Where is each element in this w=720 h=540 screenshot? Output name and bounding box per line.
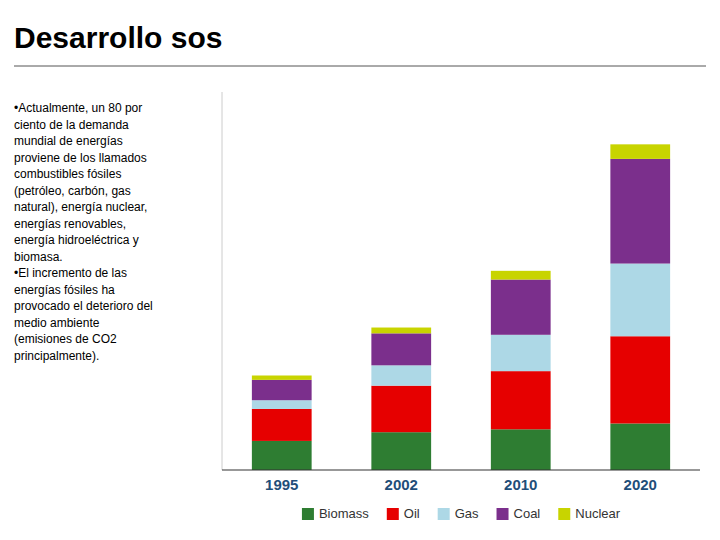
bar-segment — [371, 328, 431, 334]
bar-segment — [491, 335, 551, 371]
bar-segment — [610, 144, 670, 159]
bar-segment — [491, 271, 551, 280]
legend-swatch — [497, 508, 509, 520]
y-axis-line — [222, 92, 223, 470]
legend-item: Biomass — [302, 506, 369, 521]
bar-segment — [491, 371, 551, 429]
bar-segment — [491, 429, 551, 470]
bar-segment — [371, 365, 431, 385]
annotation: •Actualmente, un 80 porciento de la dema… — [14, 101, 153, 363]
legend-label: Nuclear — [575, 506, 620, 521]
legend-item: Oil — [387, 506, 420, 521]
bars — [252, 144, 670, 470]
legend-item: Nuclear — [558, 506, 620, 521]
legend-label: Oil — [404, 506, 420, 521]
bar-segment — [371, 333, 431, 365]
bar-segment — [491, 280, 551, 335]
x-tick-label: 2010 — [504, 476, 537, 493]
legend-swatch — [438, 508, 450, 520]
legend-swatch — [558, 508, 570, 520]
x-tick-label: 1995 — [265, 476, 298, 493]
x-axis-line — [222, 469, 700, 470]
x-tick-label: 2002 — [385, 476, 418, 493]
bar-segment — [252, 409, 312, 441]
bar-segment — [252, 441, 312, 470]
bar-segment — [252, 376, 312, 380]
legend-label: Biomass — [319, 506, 369, 521]
legend-label: Coal — [514, 506, 541, 521]
bar-segment — [610, 159, 670, 264]
bar-segment — [252, 380, 312, 400]
legend-label: Gas — [455, 506, 479, 521]
title: Desarrollo sos — [14, 21, 222, 54]
bar-segment — [371, 432, 431, 470]
bar-segment — [371, 386, 431, 433]
legend-swatch — [387, 508, 399, 520]
bar-segment — [252, 400, 312, 409]
header-rule — [14, 66, 706, 67]
legend-swatch — [302, 508, 314, 520]
bar-segment — [610, 423, 670, 470]
legend: Biomass Oil Gas Coal Nuclear — [302, 506, 621, 521]
bar-segment — [610, 336, 670, 423]
chart: Desarrollo sos •Actualmente, un 80 porcie… — [0, 0, 720, 540]
legend-item: Coal — [497, 506, 541, 521]
x-tick-label: 2020 — [624, 476, 657, 493]
legend-item: Gas — [438, 506, 479, 521]
bar-segment — [610, 264, 670, 337]
